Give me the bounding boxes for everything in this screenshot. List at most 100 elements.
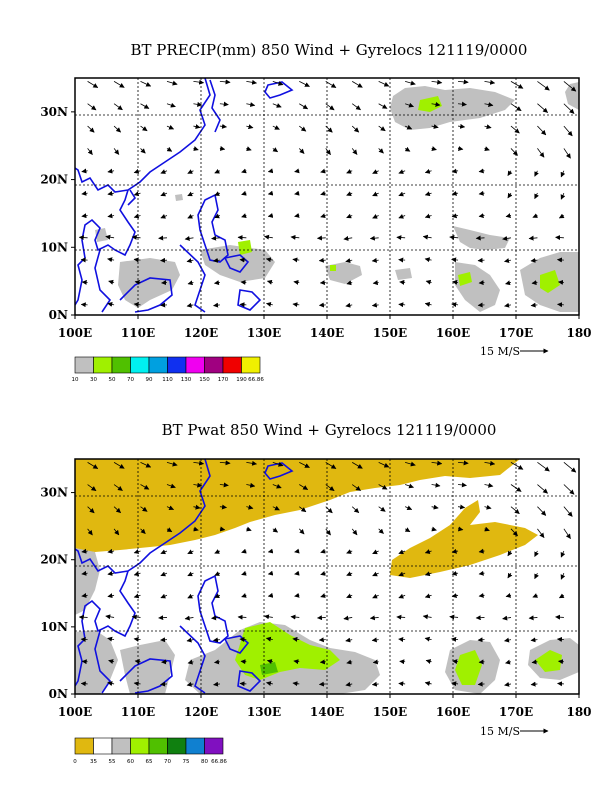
wind-arrow (214, 168, 221, 174)
wind-arrow (398, 636, 406, 642)
wind-arrow (398, 681, 406, 687)
wind-arrow (371, 637, 379, 643)
wind-arrow (507, 170, 513, 176)
wind-arrow (214, 191, 221, 196)
wind-arrow (398, 213, 406, 219)
wind-arrow (219, 526, 226, 532)
wind-arrow (431, 124, 439, 129)
wind-arrow (510, 125, 520, 134)
wind-arrow (449, 234, 459, 240)
wind-arrow (239, 681, 247, 687)
wind-arrow (214, 280, 220, 286)
wind-arrow (213, 681, 220, 687)
wind-arrow (241, 570, 247, 576)
wind-arrow (140, 103, 150, 109)
wind-arrow (319, 659, 326, 665)
wind-arrow (556, 636, 564, 642)
colorbar-swatch (74, 737, 94, 755)
wind-arrow (451, 593, 459, 599)
wind-arrow (87, 528, 93, 536)
wind-arrow (264, 614, 273, 620)
wind-arrow (371, 302, 379, 308)
wind-arrow (537, 125, 547, 136)
wind-arrow (557, 659, 564, 665)
wind-arrow (528, 235, 538, 241)
x-tick-label: 160E (436, 705, 470, 719)
wind-arrow (272, 80, 284, 86)
wind-arrow (87, 125, 95, 133)
wind-arrow (346, 280, 353, 286)
wind-arrow (351, 528, 358, 536)
wind-arrow (193, 460, 205, 466)
wind-arrow (320, 570, 326, 576)
x-tick-label: 110E (121, 326, 155, 340)
colorbar-swatch (185, 356, 205, 374)
colorbar-swatch (130, 737, 150, 755)
wind-arrow (166, 527, 173, 533)
wind-arrow (294, 548, 300, 554)
wind-arrow (266, 279, 273, 285)
colorbar-swatch (93, 356, 113, 374)
wind-arrow (108, 659, 115, 664)
wind-arrow (507, 192, 513, 199)
wind-arrow (133, 593, 141, 599)
wind-arrow (267, 168, 274, 174)
colorbar-swatch (111, 356, 131, 374)
x-tick-label: 180 (566, 705, 591, 719)
wind-arrow (239, 302, 247, 308)
wind-arrow (534, 192, 539, 200)
wind-arrow (399, 659, 406, 665)
wind-arrow (186, 258, 194, 264)
colorbar: 10 30 50 70 90 110 130 150 170 190 66.86 (72, 356, 264, 383)
wind-arrow (107, 571, 115, 576)
wind-arrow (140, 148, 146, 154)
wind-arrow (346, 549, 353, 554)
wind-arrow (424, 191, 432, 197)
wind-arrow (140, 81, 152, 87)
wind-arrow (537, 148, 545, 158)
wind-arrow (320, 168, 326, 174)
wind-arrow (187, 549, 194, 555)
wind-arrow (557, 302, 564, 308)
wind-arrow (431, 482, 441, 488)
coastlines (75, 459, 294, 694)
wind-arrow (563, 125, 573, 137)
wind-arrow (267, 190, 274, 196)
wind-arrow (107, 548, 115, 554)
wind-arrow (187, 191, 194, 197)
wind-arrow (404, 505, 413, 511)
wind-arrow (140, 528, 146, 534)
x-tick-label: 170E (499, 705, 533, 719)
wind-arrow (318, 637, 326, 643)
wind-arrow (87, 462, 99, 469)
wind-arrow (325, 103, 335, 111)
wind-arrow (532, 593, 538, 598)
x-tick-label: 100E (58, 705, 92, 719)
wind-arrow (299, 103, 309, 110)
wind-arrow (272, 505, 280, 511)
wind-arrow (187, 571, 194, 577)
wind-arrow (237, 614, 247, 620)
y-tick-label: 20N (40, 553, 68, 567)
wind-arrow (133, 302, 141, 308)
wind-arrow (560, 170, 566, 178)
axis-ticks: 100E 110E 120E 130E 140E 150E 160E 170E 180 0N 10N… (40, 486, 591, 719)
wind-arrow (530, 681, 538, 687)
wind-arrow (219, 146, 226, 151)
wind-arrow (504, 681, 512, 687)
wind-arrow (186, 637, 194, 643)
y-tick-label: 20N (40, 173, 68, 187)
wind-arrow (484, 504, 492, 510)
wind-arrow (292, 636, 300, 642)
colorbar-label: 130 (181, 377, 192, 383)
wind-arrow (405, 461, 416, 467)
wind-arrow (563, 462, 577, 473)
x-tick-label: 180 (566, 326, 591, 340)
wind-arrow (351, 125, 360, 133)
wind-arrow (563, 81, 577, 92)
wind-arrow (505, 593, 512, 598)
wind-arrow (404, 527, 411, 533)
wind-arrow (246, 79, 258, 85)
colorbar-swatch (130, 356, 150, 374)
wind-arrow (431, 526, 437, 532)
